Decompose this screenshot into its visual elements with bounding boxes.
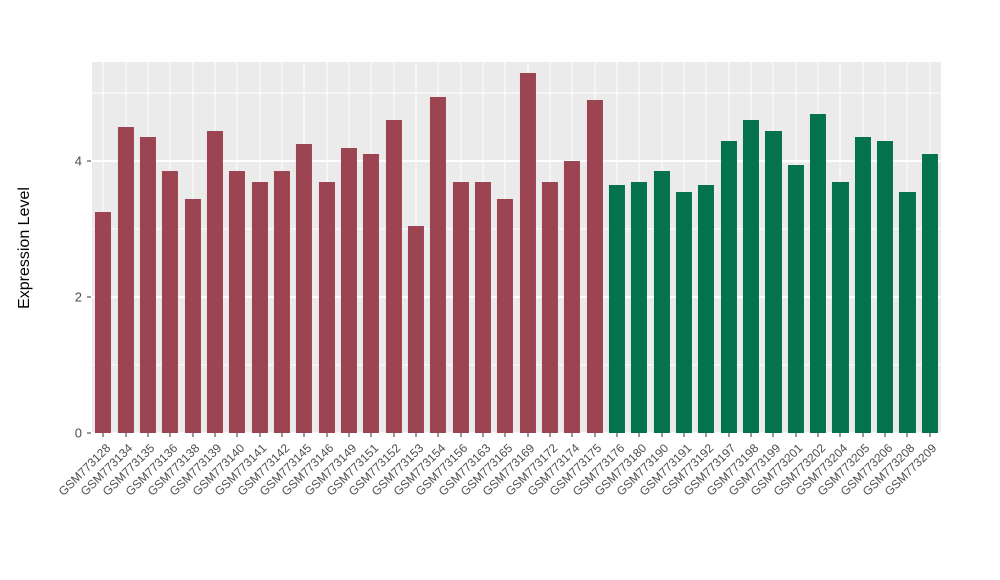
y-tick-mark (87, 160, 91, 162)
gridline-major-y (92, 432, 941, 433)
x-tick-mark (929, 433, 931, 437)
x-tick-mark (192, 433, 194, 437)
x-tick-mark (817, 433, 819, 437)
bar-GSM773176 (608, 185, 626, 433)
bar-GSM773197 (720, 140, 737, 433)
y-tick-mark (87, 432, 91, 434)
bar-GSM773138 (184, 198, 201, 433)
bar-GSM773198 (743, 120, 760, 433)
y-axis-title-box: Expression Level (8, 62, 42, 433)
x-tick-mark (281, 433, 283, 437)
x-tick-mark (772, 433, 774, 437)
x-tick-mark (102, 433, 104, 437)
bar-GSM773134 (117, 127, 134, 433)
y-tick-mark (87, 296, 91, 298)
gridline-minor-y (92, 92, 941, 94)
x-axis-tick-labels: GSM773128 GSM773134 GSM773135 GSM773136 GSM7… (56, 441, 941, 551)
gridline-major-y (92, 160, 941, 163)
y-axis-ticks (87, 62, 92, 434)
bar-GSM773149 (340, 147, 357, 433)
x-tick-mark (348, 433, 350, 437)
bar-GSM773208 (899, 191, 916, 433)
x-tick-mark (303, 433, 305, 437)
x-tick-mark (884, 433, 886, 437)
gridline-minor-y (92, 364, 941, 366)
plot-panel (92, 62, 941, 433)
x-tick-mark (750, 433, 752, 437)
bar-GSM773180 (631, 181, 648, 433)
x-tick-mark (795, 433, 797, 437)
bar-GSM773190 (653, 171, 670, 433)
x-tick-mark (370, 433, 372, 437)
x-tick-mark (728, 433, 730, 437)
bar-GSM773202 (810, 113, 827, 433)
x-tick-mark (549, 433, 551, 437)
bar-GSM773205 (854, 137, 871, 433)
x-tick-mark (906, 433, 908, 437)
x-tick-mark (504, 433, 506, 437)
bar-GSM773199 (765, 130, 782, 433)
bar-GSM773152 (385, 120, 402, 433)
x-tick-mark (594, 433, 596, 437)
bar-GSM773154 (430, 96, 447, 433)
x-tick-mark (683, 433, 685, 437)
x-tick-mark (236, 433, 238, 437)
x-tick-mark (661, 433, 663, 437)
bar-GSM773151 (363, 154, 380, 433)
x-tick-mark (326, 433, 328, 437)
bar-GSM773136 (162, 171, 179, 433)
bar-GSM773145 (296, 144, 313, 433)
gridline-minor-y (92, 228, 941, 230)
bar-GSM773128 (95, 212, 112, 433)
bar-GSM773169 (519, 72, 536, 433)
bar-GSM773174 (564, 161, 581, 433)
bar-GSM773175 (586, 100, 603, 433)
bar-GSM773163 (474, 181, 492, 433)
bar-GSM773153 (407, 225, 424, 433)
bar-GSM773201 (787, 164, 804, 433)
x-tick-mark (705, 433, 707, 437)
x-tick-mark (862, 433, 864, 437)
bar-GSM773141 (251, 181, 268, 433)
bar-GSM773192 (698, 185, 715, 433)
y-tick-label: 2 (74, 289, 82, 305)
x-tick-mark (125, 433, 126, 437)
bar-GSM773191 (676, 191, 693, 433)
y-axis-tick-labels: 0 2 4 (50, 62, 82, 441)
x-tick-mark (259, 433, 261, 437)
bar-GSM773206 (877, 140, 894, 433)
x-tick-mark (437, 433, 439, 437)
y-tick-label: 0 (74, 425, 82, 441)
bar-GSM773142 (273, 171, 290, 433)
x-tick-mark (415, 433, 417, 437)
x-tick-mark (527, 433, 529, 437)
x-tick-mark (393, 433, 395, 437)
x-tick-mark (482, 433, 484, 437)
bar-GSM773165 (497, 198, 514, 433)
bar-GSM773146 (318, 181, 335, 433)
bar-GSM773140 (229, 171, 246, 433)
x-tick-mark (147, 433, 149, 437)
bar-GSM773172 (541, 181, 559, 433)
y-tick-label: 4 (74, 153, 82, 169)
x-axis-ticks (92, 433, 941, 438)
bar-GSM773156 (452, 181, 469, 433)
y-axis-title: Expression Level (16, 186, 33, 309)
gridline-major-y (92, 296, 941, 299)
bar-GSM773135 (139, 137, 156, 433)
x-tick-mark (616, 433, 618, 437)
x-tick-mark (839, 433, 841, 437)
x-tick-mark (214, 433, 216, 437)
bar-GSM773209 (921, 154, 938, 433)
x-tick-mark (169, 433, 171, 437)
bar-GSM773139 (206, 130, 223, 433)
x-tick-mark (571, 433, 573, 437)
x-tick-mark (460, 433, 462, 437)
bar-GSM773204 (832, 181, 849, 433)
x-tick-mark (638, 433, 640, 437)
